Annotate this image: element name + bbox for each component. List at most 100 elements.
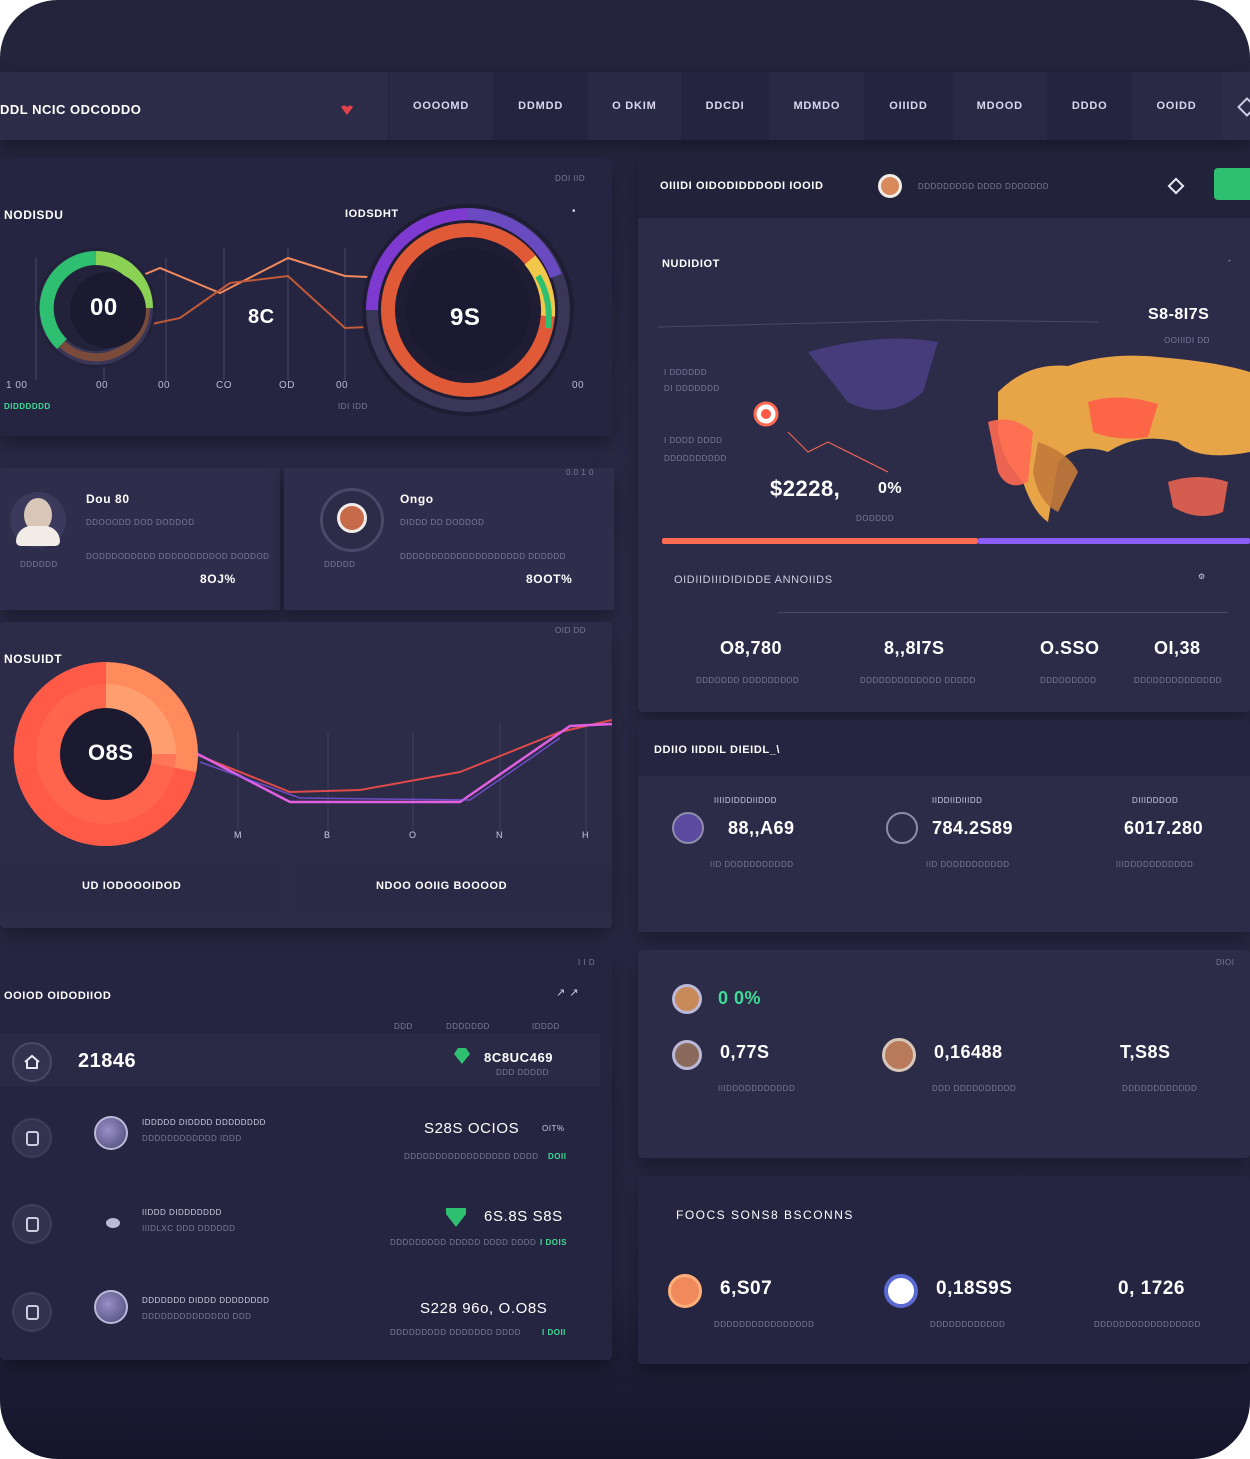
summary-label: DIIIDDDOD [1132,796,1179,805]
footer-sub: DDDDDDDDDDDD [930,1320,1006,1329]
footer-sub: DDDDDDDDDDDDDDDDD [1094,1320,1201,1329]
footer-panel: FOOCS SONS8 BSCONNS 6,S07 DDDDDDDDDDDDDD… [638,1176,1250,1364]
gauge-chart [35,204,574,416]
expand-icon[interactable]: ↗ ↗ [556,987,579,999]
summary-sub: IID DDDDDDDDDDD [710,860,794,869]
nav-tab[interactable]: MDOOD [951,72,1047,140]
kpi-headline: 0 0% [718,988,762,1008]
header-search-text[interactable]: DDDDDDDDD DDDD DDDDDDD [918,182,1049,191]
nav-tab[interactable]: OOIDD [1131,72,1221,140]
axis-tick: 00 [572,380,585,391]
column-header: IDDDD [532,1022,560,1031]
gauge-mid-value: 8C [248,306,275,328]
profile-value: 8OOT% [526,572,573,586]
row-amount: S228 96o, O.O8S [420,1300,548,1317]
document-icon[interactable] [12,1292,52,1332]
avatar[interactable] [878,174,902,198]
summary-value: 6017.280 [1124,818,1204,838]
profile-value: 8OJ% [200,572,236,586]
map-top-value: S8-8I7S [1148,306,1210,323]
row-amount: 6S.8S S8S [484,1208,563,1225]
axis-tick: 00 [158,380,171,391]
document-icon[interactable] [12,1118,52,1158]
map-callout-pct: 0% [878,480,903,497]
footer-value: 6,S07 [720,1278,773,1299]
axis-tick: B [324,830,331,840]
panel-corner-label: I I D [578,958,596,967]
axis-tick: 00 [336,380,349,391]
settings-icon[interactable]: ⚙ [1198,572,1206,581]
row-subtitle: DDDDDDDDDDDD IDDD [142,1134,242,1143]
summary-panel: DDIIO IIDDIL DIEIDL_\ IIIIDIDDDIIDDD 88,… [638,720,1250,932]
avatar [94,1116,128,1150]
panel-corner-label: DOI IID [555,174,586,183]
panel-corner-label: OID DD [555,626,586,635]
row-amount: S28S OCIOS [424,1120,520,1137]
summary-body [638,776,1250,932]
stat-value: O.SSO [1040,638,1100,658]
column-header: DDDDDDD [446,1022,490,1031]
map-legend-item: DDDDDDDDDD [664,454,727,463]
profile-footnote: DDDDD [324,560,356,569]
donut-chart [13,661,613,846]
summary-sub: IIIDDDDDDDDDDD [1116,860,1194,869]
nav-tab[interactable]: MDMDO [768,72,865,140]
nav-tab[interactable]: OOOOMD [388,72,494,140]
kpi-value: 0,77S [720,1042,770,1062]
axis-tick: N [496,830,503,840]
row-note: DDDDDDDDDDDDDDDDD DDDD [404,1152,539,1161]
profile-card[interactable]: Dou 80 DDOOODD DOD DODDOD DODDDODDDDD DD… [0,468,280,610]
donut-title: NOSUIDT [4,652,63,666]
more-icon[interactable]: • [572,206,577,217]
nav-tab[interactable]: DDMDD [493,72,588,140]
map-callout-value: $2228, [770,476,841,501]
row-title: IIDDD DIDDDDDDD [142,1208,222,1217]
footer-sub: DDDDDDDDDDDDDDDD [714,1320,815,1329]
panel-corner-label: DIOI [1216,958,1235,967]
axis-subtitle: IDI IDD [338,402,368,411]
transactions-panel: I I D OOIOD OIDODIIOD ↗ ↗ DDD DDDDDDD ID… [0,950,612,1360]
stat-label: DDDDDDD DDDDDDDDD [696,676,800,685]
kpi-value: T,S8S [1120,1042,1171,1062]
list-head-value: 21846 [78,1050,137,1072]
column-header: DDD [394,1022,413,1031]
axis-tick: H [582,830,589,840]
nav-tab[interactable]: DDDO [1046,72,1132,140]
row-note: DDDDDDDDD DDDDDDD DDDD [390,1328,521,1337]
map-header-title: OIIIDI OIDODIDDDODI IOOID [660,180,824,192]
map-section-title: OIDIIDIIIDIDIDDE ANNOIIDS [674,574,833,586]
map-legend-item: I DDDDDD [664,368,708,377]
kpi-sub: DDD DDDDDDDDDD [932,1084,1017,1093]
list-head-right-sub: DDD DDDDD [496,1068,549,1077]
globe-icon [672,812,704,844]
settings-diamond-icon[interactable] [1237,97,1250,117]
row-subtitle: DDDDDDDDDDDDDD DDD [142,1312,252,1321]
brand-logo-icon [341,105,353,115]
dot-icon [106,1218,120,1228]
nav-tab[interactable]: O DKIM [587,72,681,140]
stat-value: OI,38 [1154,638,1201,658]
panel-corner-label: 0.0 1 0 [566,468,594,477]
footer-title: FOOCS SONS8 BSCONNS [676,1208,854,1222]
donut-footer-right-box [296,866,612,912]
home-icon[interactable] [12,1042,52,1082]
profile-subtitle: DIDDD DD DODDOD [400,518,485,527]
axis-tick: 1 00 [6,380,28,391]
donut-footer-left[interactable]: UD IODOOOIDOD [82,880,182,892]
nav-tab[interactable]: DDCDI [680,72,769,140]
action-button[interactable] [1214,168,1250,200]
donut-footer-right[interactable]: NDOO OOIIG BOOOOD [376,880,508,892]
map-top-value-sub: OOIIIDI DD [1164,336,1210,345]
divider [778,612,1228,613]
row-subtitle: IIIDLXC DDD DDDDDD [142,1224,236,1233]
profile-card[interactable]: 0.0 1 0 Ongo DIDDD DD DODDOD DDDDDDDDDDD… [284,468,614,610]
gauge-right-value: 9S [450,304,481,331]
more-icon[interactable]: - [1228,256,1232,265]
document-icon[interactable] [12,1204,52,1244]
minus-circle-icon[interactable] [886,812,918,844]
nav-tab[interactable]: OIIIDD [864,72,952,140]
profile-subtitle: DDOOODD DOD DODDOD [86,518,195,527]
profile-name: Dou 80 [86,492,130,506]
avatar [668,1274,702,1308]
